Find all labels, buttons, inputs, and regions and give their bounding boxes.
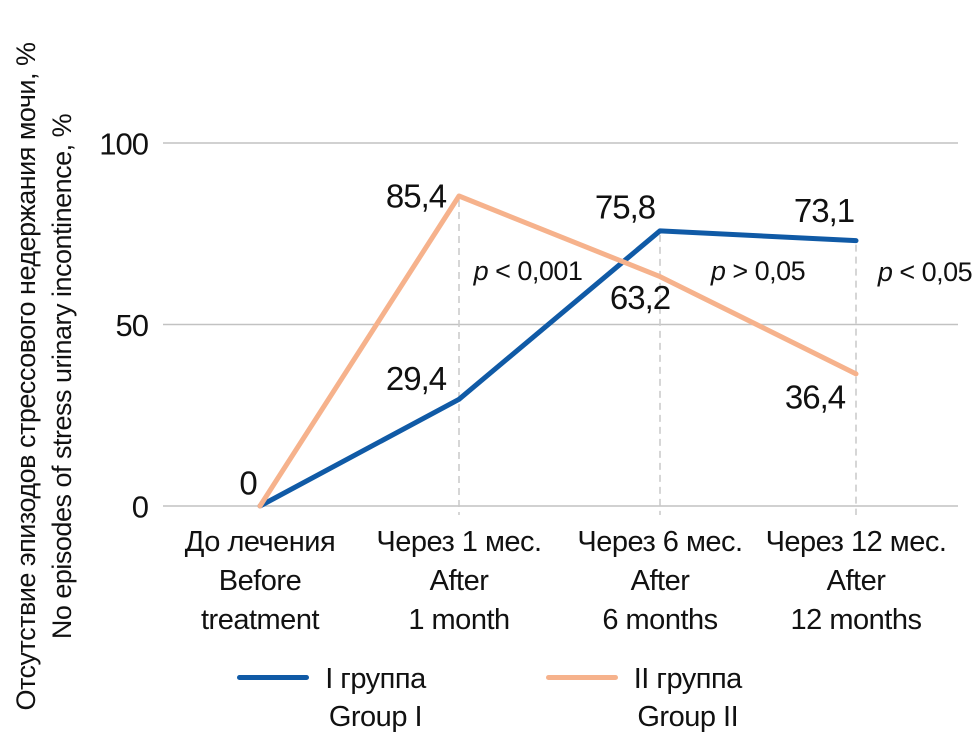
- legend-label-group-1: I группа Group I: [325, 660, 426, 736]
- x-axis-label: 6 months: [602, 604, 717, 636]
- y-tick-label: 100: [99, 127, 148, 162]
- legend-label-group-1-en: Group I: [328, 701, 423, 733]
- legend-label-group-2: II группа Group II: [633, 660, 743, 736]
- y-tick-label: 50: [116, 308, 149, 343]
- plot-area: 0 50 100 0 29,4 75,8 73,1 85,4 63,2 36,4 p < 0,001…: [99, 127, 972, 637]
- legend-label-group-1-ru: I группа: [325, 663, 426, 695]
- legend-item-group-1: I группа Group I: [237, 660, 426, 736]
- x-axis-label: treatment: [201, 604, 319, 636]
- legend-swatch-group-1-line: [237, 675, 310, 680]
- legend: I группа Group I II группа Group II: [0, 660, 979, 736]
- x-axis-label: After: [827, 565, 887, 597]
- series-line-group-2: [257, 193, 859, 509]
- data-point-label: 0: [239, 465, 257, 502]
- legend-label-group-2-ru: II группа: [633, 663, 743, 695]
- data-point-label: 75,8: [595, 188, 655, 225]
- series-line-group-1: [257, 228, 859, 509]
- data-point-label: 73,1: [794, 192, 854, 229]
- data-point-label: 63,2: [610, 279, 670, 316]
- legend-label-group-2-en: Group II: [637, 701, 739, 733]
- p-value-annotation: p < 0,001: [473, 256, 583, 286]
- x-axis-label: Через 6 мес.: [577, 526, 742, 558]
- x-axis-label: Через 1 мес.: [376, 526, 541, 558]
- legend-item-group-2: II группа Group II: [545, 660, 743, 736]
- p-value-annotation: p < 0,05: [877, 257, 972, 287]
- x-axis-label: After: [430, 565, 490, 597]
- x-axis-label: 12 months: [791, 604, 922, 636]
- data-point-label: 85,4: [386, 177, 447, 214]
- x-axis-label: After: [631, 565, 691, 597]
- data-point-label: 29,4: [386, 360, 447, 397]
- x-axis-label: 1 month: [408, 604, 509, 636]
- data-point-label: 36,4: [785, 378, 846, 415]
- legend-swatch-group-2-line: [545, 675, 618, 680]
- y-tick-label: 0: [132, 490, 149, 525]
- x-axis-label: До лечения: [185, 526, 335, 558]
- x-axis-label: Before: [219, 565, 301, 597]
- p-value-annotation: p > 0,05: [710, 256, 805, 286]
- x-axis-label: Через 12 мес.: [766, 526, 947, 558]
